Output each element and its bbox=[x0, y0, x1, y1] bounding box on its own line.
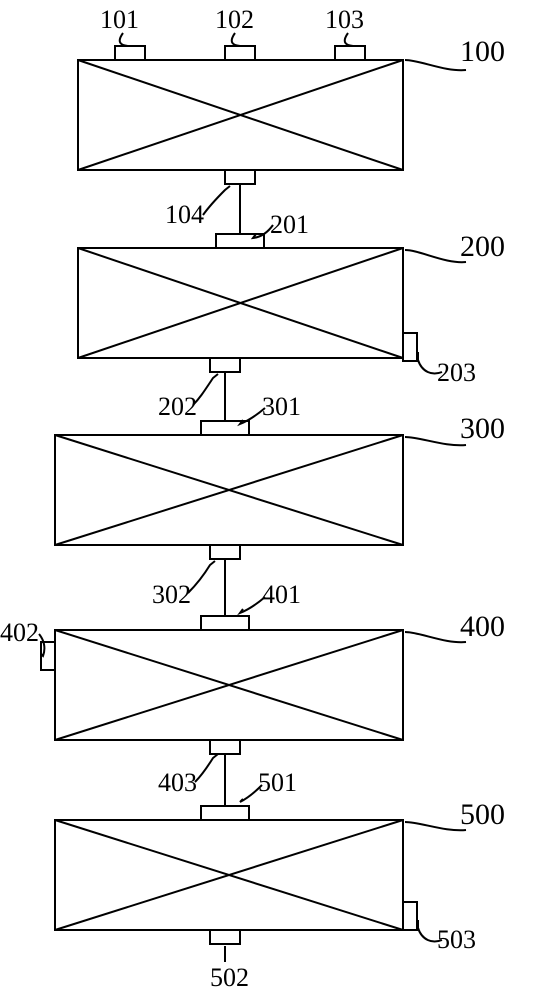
label-500: 500 bbox=[460, 798, 505, 832]
diagram-canvas bbox=[0, 0, 557, 1000]
port-202 bbox=[210, 358, 240, 372]
port-101-102-103-0 bbox=[115, 46, 145, 60]
label-203: 203 bbox=[437, 358, 476, 388]
port-501 bbox=[201, 806, 249, 820]
label-200: 200 bbox=[460, 230, 505, 264]
label-104: 104 bbox=[165, 200, 204, 230]
label-502: 502 bbox=[210, 963, 249, 993]
label-401: 401 bbox=[262, 580, 301, 610]
port-401 bbox=[201, 616, 249, 630]
label-400: 400 bbox=[460, 610, 505, 644]
label-403: 403 bbox=[158, 768, 197, 798]
label-101: 101 bbox=[100, 5, 139, 35]
port-101-102-103-1 bbox=[225, 46, 255, 60]
port-502 bbox=[210, 930, 240, 944]
label-103: 103 bbox=[325, 5, 364, 35]
port-101-102-103-2 bbox=[335, 46, 365, 60]
label-201: 201 bbox=[270, 210, 309, 240]
port-104 bbox=[225, 170, 255, 184]
port-201 bbox=[216, 234, 264, 248]
label-202: 202 bbox=[158, 392, 197, 422]
port-403 bbox=[210, 740, 240, 754]
label-503: 503 bbox=[437, 925, 476, 955]
port-503 bbox=[403, 902, 417, 930]
port-203 bbox=[403, 333, 417, 361]
port-302 bbox=[210, 545, 240, 559]
label-102: 102 bbox=[215, 5, 254, 35]
label-501: 501 bbox=[258, 768, 297, 798]
label-402: 402 bbox=[0, 618, 39, 648]
label-302: 302 bbox=[152, 580, 191, 610]
label-301: 301 bbox=[262, 392, 301, 422]
label-300: 300 bbox=[460, 412, 505, 446]
label-100: 100 bbox=[460, 35, 505, 69]
